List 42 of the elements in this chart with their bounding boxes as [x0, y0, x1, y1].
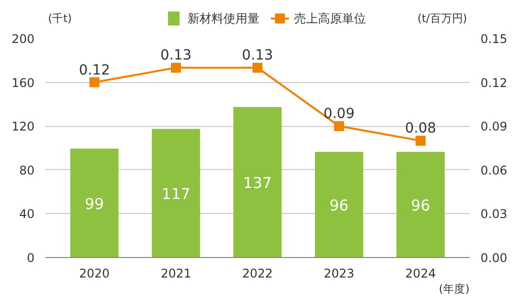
data-label: 96	[411, 196, 430, 214]
bar	[314, 152, 364, 258]
x-tick-label: 2022	[242, 266, 273, 280]
y2-tick-label: 0.12	[480, 76, 508, 90]
data-label: 99	[84, 194, 104, 213]
point	[334, 121, 344, 132]
x-tick-label: 2023	[324, 266, 354, 280]
x-tick-label: 2021	[160, 266, 192, 280]
point	[252, 62, 262, 73]
y2-tick-label: 0.06	[480, 163, 508, 178]
y-tick-label: 0	[26, 251, 35, 265]
point	[89, 77, 100, 88]
data-label: 0.08	[404, 120, 436, 137]
y2-tick-label: 0.00	[480, 251, 508, 265]
y-tick-label: 200	[12, 32, 34, 46]
x-tick-label: 2020	[79, 266, 110, 280]
y2-tick-label: 0.09	[480, 120, 508, 134]
data-label: 137	[243, 174, 272, 192]
data-label: 0.09	[323, 106, 355, 122]
y-axis-title: (千t)	[48, 12, 72, 25]
data-label: 0.12	[78, 62, 110, 78]
data-label: 96	[329, 196, 349, 214]
x-tick-label: 2024	[405, 266, 436, 280]
y-tick-label: 160	[12, 76, 34, 90]
y2-tick-label: 0.03	[480, 207, 508, 222]
y-tick-label: 80	[19, 163, 35, 178]
data-label: 117	[162, 184, 190, 203]
y-tick-label: 40	[19, 207, 35, 222]
y-tick-label: 120	[12, 120, 34, 134]
bar	[396, 152, 445, 258]
y2-axis-title: (t/百万円)	[417, 12, 468, 25]
y2-tick-label: 0.15	[480, 32, 508, 46]
bar	[152, 128, 200, 258]
x-axis-title: (年度)	[438, 282, 470, 296]
bar	[233, 106, 282, 258]
bar	[70, 148, 119, 258]
legend-label: 新材料使用量	[188, 12, 260, 26]
point	[416, 136, 426, 146]
point	[170, 62, 181, 73]
data-label: 0.13	[160, 48, 192, 64]
data-label: 0.13	[242, 48, 274, 64]
legend-label: 売上高原単位	[294, 12, 366, 26]
